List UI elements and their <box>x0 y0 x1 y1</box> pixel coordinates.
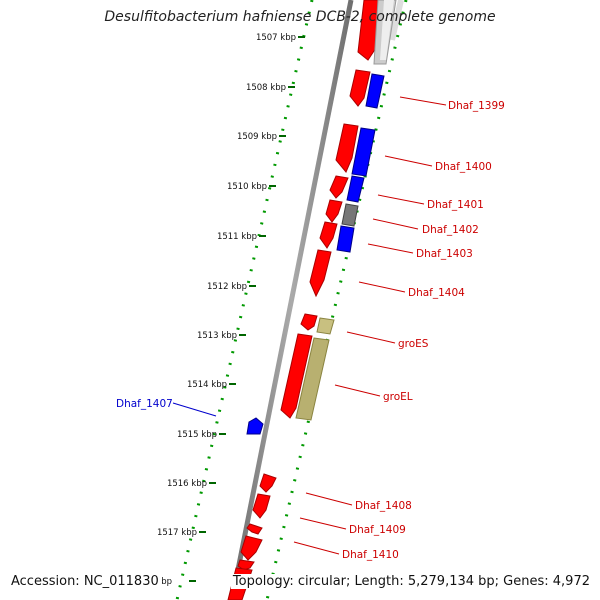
forward-strand-genes <box>227 0 383 600</box>
gene-label[interactable]: Dhaf_1407 <box>116 398 173 410</box>
gene-arrow[interactable] <box>319 221 338 249</box>
tick-marks <box>189 36 305 582</box>
tick-label: 1511 kbp <box>217 232 257 242</box>
gene-arrow[interactable] <box>335 123 359 173</box>
gene-block[interactable] <box>346 175 365 203</box>
tick-labels: 1507 kbp 1508 kbp 1509 kbp 1510 kbp 1511… <box>148 33 296 587</box>
gene-label[interactable]: Dhaf_1408 <box>355 500 412 512</box>
gene-arrow[interactable] <box>246 523 263 535</box>
map-title: Desulfitobacterium hafniense DCB-2, comp… <box>104 9 496 25</box>
gene-block[interactable] <box>365 73 385 109</box>
gene-block[interactable] <box>380 0 394 60</box>
gene-arrow[interactable] <box>252 493 271 519</box>
gene-arrow[interactable] <box>280 333 313 419</box>
gene-block[interactable] <box>336 225 355 253</box>
gene-label[interactable]: Dhaf_1401 <box>427 199 484 211</box>
gene-label[interactable]: Dhaf_1409 <box>349 524 406 536</box>
gene-arrow[interactable] <box>309 249 332 298</box>
gene-label[interactable]: groES <box>398 338 429 350</box>
gene-labels: Dhaf_1399 Dhaf_1400 Dhaf_1401 Dhaf_1402 … <box>116 100 505 561</box>
genome-backbone <box>229 0 354 600</box>
gene-block[interactable] <box>351 127 376 177</box>
gene-label[interactable]: Dhaf_1404 <box>408 287 465 299</box>
tick-label: 1509 kbp <box>237 132 277 142</box>
gene-arrow[interactable] <box>300 313 318 331</box>
label-leader-lines <box>172 96 447 555</box>
gene-label[interactable]: groEL <box>383 391 413 403</box>
top-faint-arc <box>389 0 404 41</box>
tick-label: 1516 kbp <box>167 479 207 489</box>
tick-label: 1508 kbp <box>246 83 286 93</box>
tick-label: 1515 kbp <box>177 430 217 440</box>
gene-label[interactable]: Dhaf_1403 <box>416 248 473 260</box>
gene-label[interactable]: Dhaf_1400 <box>435 161 492 173</box>
gene-block[interactable] <box>295 337 330 421</box>
gene-block[interactable] <box>316 317 335 335</box>
tick-label: 1517 kbp <box>157 528 197 538</box>
tick-label: 1507 kbp <box>256 33 296 43</box>
tick-label: 1513 kbp <box>197 331 237 341</box>
gene-arrow[interactable] <box>349 69 371 107</box>
second-track-genes <box>295 0 397 421</box>
gene-label[interactable]: Dhaf_1399 <box>448 100 505 112</box>
tick-label: 1512 kbp <box>207 282 247 292</box>
gene-block[interactable] <box>341 203 359 227</box>
gene-label[interactable]: Dhaf_1402 <box>422 224 479 236</box>
gene-label[interactable]: Dhaf_1410 <box>342 549 399 561</box>
genome-summary-text: Topology: circular; Length: 5,279,134 bp… <box>230 574 592 589</box>
accession-text: Accession: NC_011830 <box>9 574 161 589</box>
gene-arrow[interactable] <box>259 473 277 493</box>
gene-arrow-dhaf-1407[interactable] <box>246 417 264 435</box>
tick-label: 1514 kbp <box>187 380 227 390</box>
tick-label: 1510 kbp <box>227 182 267 192</box>
gene-arrow[interactable] <box>240 535 263 561</box>
gene-arrow[interactable] <box>325 199 343 223</box>
gene-arrow[interactable] <box>329 175 349 199</box>
